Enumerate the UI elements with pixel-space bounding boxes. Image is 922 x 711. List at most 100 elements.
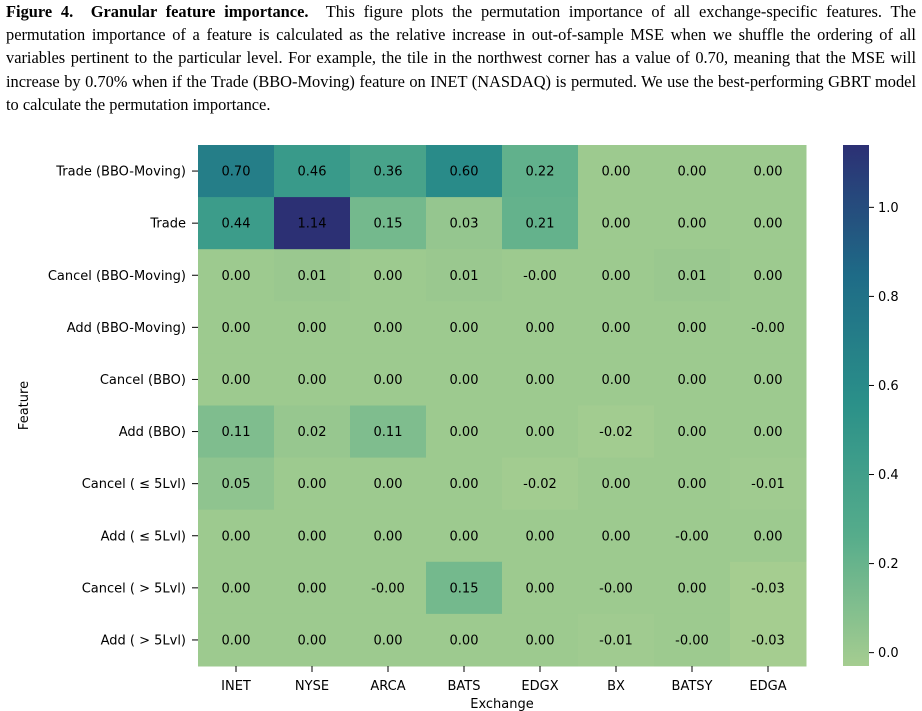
cell-value-label: 0.00: [298, 633, 327, 648]
cell-value-label: 0.00: [450, 425, 479, 440]
cell-value-label: 0.00: [754, 373, 783, 388]
heatmap-cell: [350, 613, 427, 667]
cell-value-label: -0.01: [751, 477, 785, 492]
y-tick-label: Cancel ( ≤ 5Lvl): [82, 477, 186, 492]
heatmap-cell: [502, 197, 579, 250]
cell-value-label: 0.00: [602, 529, 631, 544]
cell-value-label: 0.00: [754, 217, 783, 232]
heatmap-cell: [350, 353, 427, 406]
heatmap-cell: [578, 145, 655, 198]
cell-value-label: -0.00: [675, 633, 709, 648]
caption-label: Figure 4.: [6, 2, 74, 21]
heatmap-cell: [730, 561, 807, 615]
cell-value-label: 1.14: [298, 217, 327, 232]
heatmap-cell: [578, 457, 655, 511]
heatmap-cell: [730, 457, 807, 511]
y-tick-label: Add ( > 5Lvl): [101, 633, 186, 648]
heatmap-cell: [730, 353, 807, 406]
heatmap-cell: [274, 249, 351, 302]
cell-value-label: 0.00: [374, 529, 403, 544]
heatmap-cell: [426, 145, 503, 198]
cell-value-label: 0.00: [602, 321, 631, 336]
heatmap-cell: [730, 197, 807, 250]
cell-value-label: -0.00: [599, 581, 633, 596]
cell-value-label: 0.00: [450, 373, 479, 388]
cell-value-label: 0.00: [450, 321, 479, 336]
x-axis: INET NYSE ARCA BATS EDGX BX BATSY EDGA: [221, 666, 787, 694]
cell-value-label: 0.00: [298, 373, 327, 388]
cell-value-label: 0.00: [602, 269, 631, 284]
cell-value-label: 0.00: [222, 633, 251, 648]
heatmap-cell: [502, 613, 579, 667]
cell-value-label: 0.03: [450, 217, 479, 232]
heatmap-cell: [198, 509, 275, 563]
colorbar-tick-label: 0.4: [878, 468, 899, 483]
cell-value-label: -0.03: [751, 633, 785, 648]
heatmap-cell: [274, 561, 351, 615]
x-tick-label: EDGA: [749, 679, 786, 694]
cell-value-label: 0.00: [678, 477, 707, 492]
heatmap-cell: [426, 561, 503, 615]
y-tick-label: Trade (BBO-Moving): [55, 165, 186, 180]
heatmap-cell: [426, 405, 503, 459]
cell-value-label: 0.00: [602, 165, 631, 180]
heatmap-cell: [350, 405, 427, 459]
cell-value-label: 0.15: [374, 217, 403, 232]
heatmap-cell: [578, 197, 655, 250]
y-tick-label: Add (BBO): [119, 425, 186, 440]
cell-value-label: 0.00: [526, 581, 555, 596]
heatmap-cell: [350, 301, 427, 354]
heatmap-cell: [502, 457, 579, 511]
cell-value-label: 0.00: [222, 529, 251, 544]
caption-text: This figure plots the permutation import…: [6, 2, 916, 114]
heatmap-cell: [426, 249, 503, 302]
colorbar-ticks: 0.0 0.2 0.4 0.6 0.8 1.0: [869, 201, 899, 661]
cell-value-label: 0.00: [450, 633, 479, 648]
heatmap-cell: [198, 457, 275, 511]
y-tick-label: Cancel (BBO): [100, 373, 186, 388]
heatmap-cell: [730, 145, 807, 198]
heatmap-cell: [730, 405, 807, 459]
heatmap-cell: [654, 197, 731, 250]
colorbar-tick-label: 0.2: [878, 557, 899, 572]
heatmap-cell: [502, 145, 579, 198]
cell-value-label: 0.11: [374, 425, 403, 440]
heatmap-cell: [730, 509, 807, 563]
heatmap-cell: [578, 353, 655, 406]
cell-value-label: -0.01: [599, 633, 633, 648]
y-tick-label: Add ( ≤ 5Lvl): [101, 529, 186, 544]
cell-value-label: 0.15: [450, 581, 479, 596]
cell-value-label: 0.00: [678, 165, 707, 180]
cell-value-label: 0.00: [602, 217, 631, 232]
colorbar-tick-label: 0.8: [878, 290, 899, 305]
x-axis-label: Exchange: [470, 697, 534, 711]
cell-value-label: 0.60: [450, 165, 479, 180]
cell-value-label: -0.00: [523, 269, 557, 284]
heatmap-cell: [426, 301, 503, 354]
cell-value-label: 0.00: [754, 165, 783, 180]
heatmap-cell: [502, 249, 579, 302]
heatmap-cell: [274, 301, 351, 354]
y-axis: Trade (BBO-Moving) Trade Cancel (BBO-Movin…: [48, 165, 198, 648]
heatmap-cell: [502, 301, 579, 354]
cell-value-label: 0.21: [526, 217, 555, 232]
heatmap-cells: [198, 145, 807, 667]
heatmap-cell: [502, 561, 579, 615]
heatmap-cell: [198, 353, 275, 406]
heatmap-cell: [274, 509, 351, 563]
x-tick-label: BX: [607, 679, 625, 694]
heatmap-cell: [502, 509, 579, 563]
cell-value-label: 0.00: [298, 477, 327, 492]
heatmap-cell: [654, 561, 731, 615]
colorbar-tick-label: 0.6: [878, 379, 899, 394]
cell-value-label: 0.00: [298, 529, 327, 544]
cell-value-label: 0.00: [526, 321, 555, 336]
heatmap-cell: [730, 613, 807, 667]
heatmap-cell: [426, 353, 503, 406]
heatmap-cell: [578, 613, 655, 667]
x-tick-label: NYSE: [295, 679, 329, 694]
x-tick-label: INET: [221, 679, 251, 694]
cell-value-label: 0.00: [374, 633, 403, 648]
cell-value-label: 0.00: [450, 529, 479, 544]
